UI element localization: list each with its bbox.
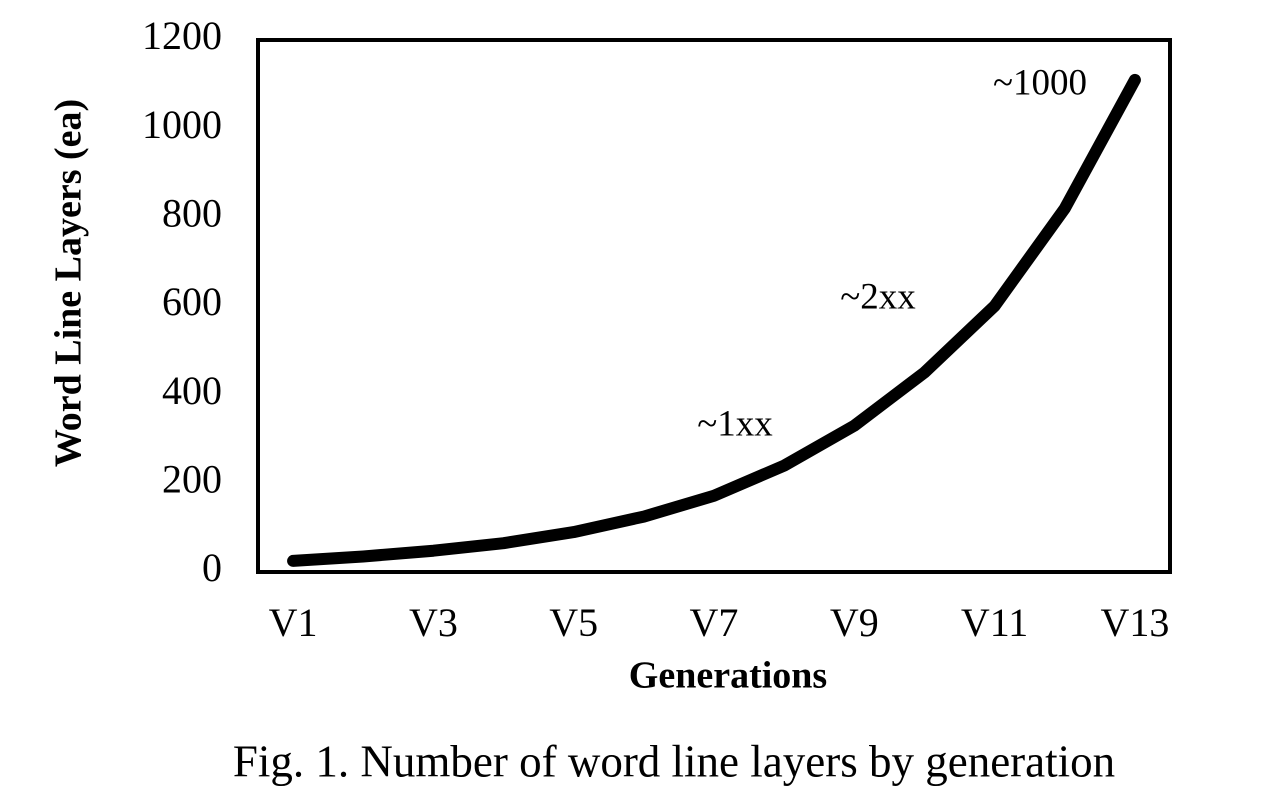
y-tick-label: 0 (202, 545, 222, 590)
x-tick-label: V9 (830, 600, 879, 645)
plot-frame (256, 38, 1172, 574)
x-tick-label: V5 (549, 600, 598, 645)
x-tick-label: V3 (409, 600, 458, 645)
annotation: ~1xx (697, 403, 773, 444)
x-tick-label: V13 (1100, 600, 1169, 645)
x-tick-label: V1 (269, 600, 318, 645)
x-axis-title: Generations (629, 655, 827, 697)
x-tick-label: V11 (961, 600, 1028, 645)
data-line (287, 73, 1141, 567)
x-tick-label: V7 (690, 600, 739, 645)
y-tick-label: 1200 (142, 13, 222, 58)
y-tick-label: 400 (162, 368, 222, 413)
y-tick-label: 600 (162, 279, 222, 324)
annotation: ~2xx (840, 276, 916, 317)
annotation: ~1000 (993, 62, 1087, 103)
y-tick-label: 1000 (142, 102, 222, 147)
y-axis-title: Word Line Layers (ea) (48, 99, 90, 467)
y-tick-label: 200 (162, 457, 222, 502)
figure-caption: Fig. 1. Number of word line layers by ge… (233, 736, 1115, 786)
y-tick-label: 800 (162, 191, 222, 236)
